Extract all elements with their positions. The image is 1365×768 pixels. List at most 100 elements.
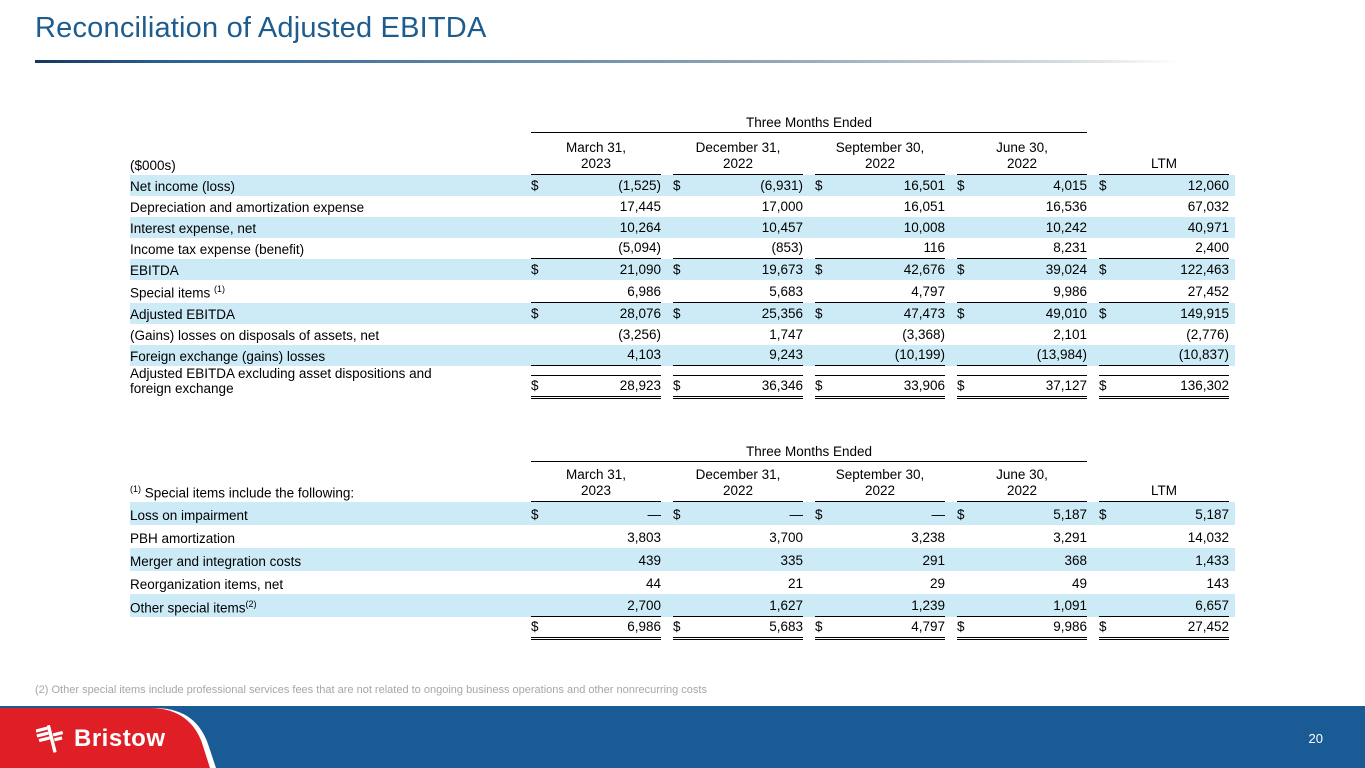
table-row: $6,986 $5,683 $4,797 $9,986 $27,452	[130, 617, 1235, 640]
row-label: Other special items(2)	[130, 594, 525, 617]
cell-value: $28,076	[525, 302, 667, 324]
cell-value: 291	[809, 548, 951, 571]
cell-value: 17,000	[761, 199, 803, 214]
table-row: Special items (1) 6,986 5,683 4,797 9,986 27,…	[130, 280, 1235, 303]
spanner-label: Three Months Ended	[531, 442, 1088, 462]
row-label: Income tax expense (benefit)	[130, 242, 305, 257]
cell-value: 40,971	[1093, 217, 1236, 238]
cell-value: 14,032	[1187, 530, 1230, 545]
cell-value: 4,797	[809, 280, 951, 303]
cell-value: 3,291	[1053, 530, 1088, 545]
cell-value: 6,657	[1093, 594, 1236, 617]
row-label	[130, 617, 525, 640]
row-label: PBH amortization	[130, 531, 236, 546]
row-label: Special items (1)	[130, 284, 226, 301]
table-row: Adjusted EBITDA $28,076 $25,356 $47,473 $49,…	[130, 302, 1236, 324]
cell-value: 9,243	[667, 344, 809, 366]
cell-value: (10,837)	[1093, 344, 1236, 366]
cell-value: 368	[951, 548, 1094, 571]
column-header: June 30, 2022	[957, 467, 1088, 502]
table-row: EBITDA $21,090 $19,673 $42,676 $39,024 $122,4…	[130, 259, 1236, 280]
table-row: Merger and integration costs 439 335 291 368…	[130, 548, 1236, 571]
cell-value: (3,256)	[618, 326, 661, 342]
row-label: Loss on impairment	[130, 502, 525, 525]
cell-value: 2,700	[525, 594, 667, 617]
cell-value: $49,010	[951, 302, 1094, 324]
cell-value: $ —	[525, 502, 667, 525]
cell-value: $6,986	[525, 617, 667, 640]
cell-value: $9,986	[951, 617, 1093, 640]
table-row: Other special items(2) 2,700 1,627 1,239 1,0…	[130, 594, 1236, 617]
column-header: December 31, 2022	[673, 140, 803, 175]
cell-value: 21	[787, 576, 803, 591]
cell-value: $21,090	[525, 259, 667, 280]
cell-value: 1,627	[667, 594, 809, 617]
cell-value: (5,094)	[525, 238, 667, 259]
special-items-table: Three Months Ended (1) Special items incl…	[130, 442, 1236, 640]
row-label: Adjusted EBITDA	[130, 302, 525, 324]
row-label: Net income (loss)	[130, 175, 525, 196]
page-number: 20	[1308, 731, 1323, 746]
page-title: Reconciliation of Adjusted EBITDA	[35, 12, 487, 44]
cell-value: 1,747	[769, 326, 803, 342]
cell-value: $4,797	[809, 617, 951, 640]
row-label: (Gains) losses on disposals of assets, n…	[130, 327, 380, 343]
cell-value: $5,187	[1093, 502, 1236, 525]
cell-value: $37,127	[951, 366, 1093, 399]
cell-value: (10,199)	[809, 344, 951, 366]
cell-value: 143	[1206, 576, 1230, 591]
column-header: September 30, 2022	[815, 140, 945, 175]
spanner-label: Three Months Ended	[531, 113, 1088, 133]
cell-value: 10,008	[809, 217, 951, 238]
cell-value: 3,238	[911, 530, 945, 545]
cell-value: $ (1,525)	[525, 175, 667, 196]
table-row: Reorganization items, net 44 21 29 49 143	[130, 571, 1235, 594]
row-label: Foreign exchange (gains) losses	[130, 344, 525, 366]
table-spanner-row: Three Months Ended	[130, 442, 1235, 462]
cell-value: $122,463	[1093, 259, 1236, 280]
row-label: Depreciation and amortization expense	[130, 200, 365, 215]
table-row: Net income (loss) $ (1,525) $ (6,931) $16,501…	[130, 175, 1236, 196]
column-header: March 31, 2023	[531, 140, 661, 175]
cell-value: 67,032	[1187, 199, 1230, 214]
cell-value: $19,673	[667, 259, 809, 280]
table-spanner-row: Three Months Ended	[130, 113, 1235, 133]
title-divider	[35, 60, 1180, 63]
column-header: September 30, 2022	[815, 467, 945, 502]
footnote: (2) Other special items include professi…	[35, 684, 707, 696]
cell-value: 29	[929, 576, 945, 591]
cell-value: 16,536	[1045, 199, 1088, 214]
cell-value: $33,906	[809, 366, 951, 399]
table-row: Loss on impairment $ — $ — $ — $5,187 $5,187	[130, 502, 1236, 525]
logo-wordmark: Bristow	[74, 725, 166, 752]
table-row: PBH amortization 3,803 3,700 3,238 3,291 14,0…	[130, 525, 1235, 548]
financial-table: Three Months Ended (1) Special items incl…	[130, 442, 1236, 640]
footer-red-tab	[0, 708, 216, 768]
cell-value: 6,986	[525, 280, 667, 303]
row-label: Reorganization items, net	[130, 577, 284, 592]
column-header: LTM	[1099, 483, 1230, 502]
bristow-pinwheel-icon	[36, 725, 64, 753]
cell-value: 10,264	[525, 217, 667, 238]
cell-value: $149,915	[1093, 302, 1236, 324]
cell-value: $ (6,931)	[667, 175, 809, 196]
row-label: Adjusted EBITDA excluding asset disposit…	[130, 365, 432, 396]
cell-value: $42,676	[809, 259, 951, 280]
table-row: (Gains) losses on disposals of assets, n…	[130, 324, 1235, 345]
cell-value: 9,986	[951, 280, 1093, 303]
cell-value: 1,239	[809, 594, 951, 617]
table-row: Adjusted EBITDA excluding asset disposit…	[130, 366, 1235, 399]
cell-value: $4,015	[951, 175, 1094, 196]
cell-value: 5,683	[667, 280, 809, 303]
cell-value: 1,091	[951, 594, 1094, 617]
cell-value: $36,346	[667, 366, 809, 399]
cell-value: $136,302	[1093, 366, 1235, 399]
cell-value: $25,356	[667, 302, 809, 324]
column-header: December 31, 2022	[673, 467, 803, 502]
row-label: EBITDA	[130, 259, 525, 280]
cell-value: 17,445	[619, 199, 661, 214]
cell-value: 27,452	[1093, 280, 1235, 303]
cell-value: 8,231	[951, 238, 1093, 259]
cell-value: 2,101	[1053, 326, 1088, 342]
